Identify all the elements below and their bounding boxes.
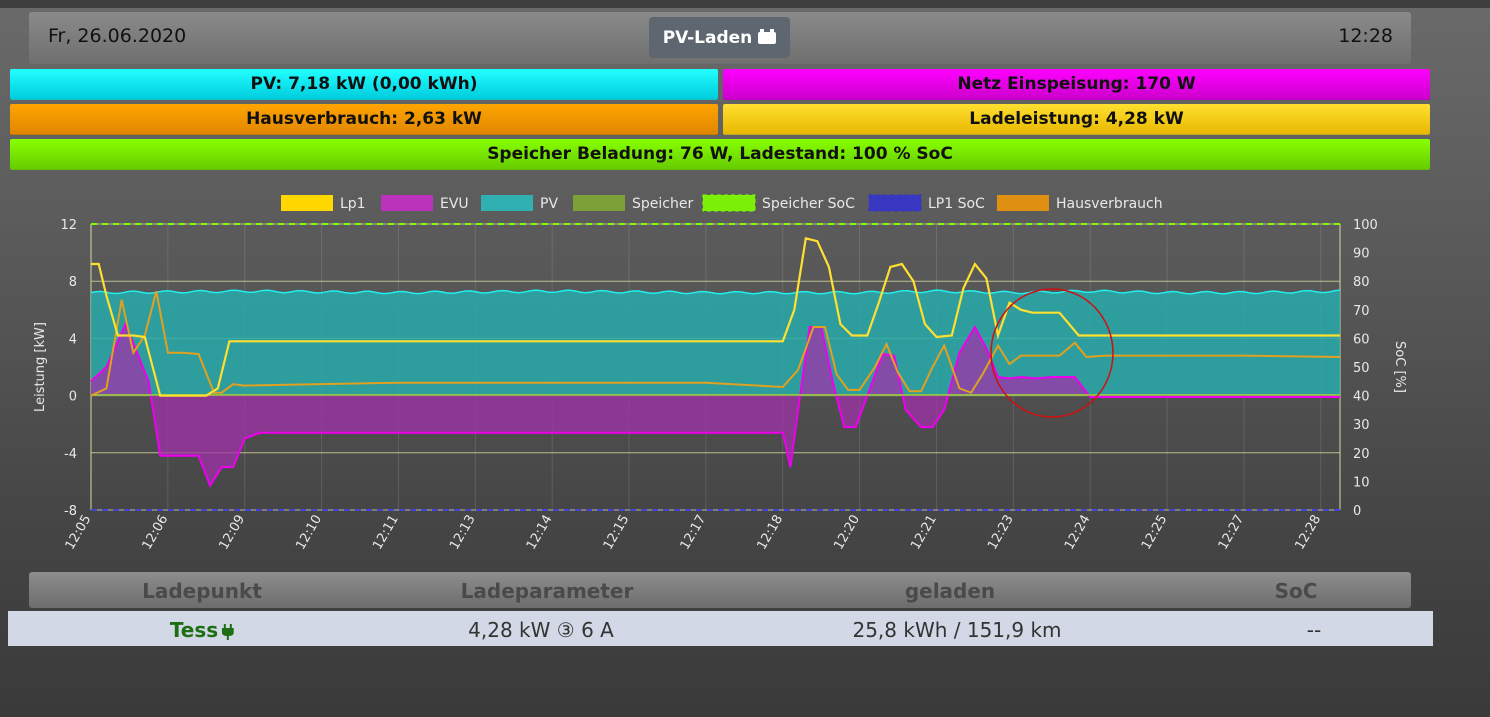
annotation-circle <box>990 288 1114 418</box>
x-tick-label: 12:06 <box>140 513 172 553</box>
x-tick-label: 12:14 <box>524 513 556 553</box>
header-bar: Fr, 26.06.2020 PV-Laden 12:28 <box>29 12 1411 64</box>
table-row[interactable]: Tess 4,28 kW ③ 6 A 25,8 kWh / 151,9 km -… <box>8 611 1433 646</box>
charge-mode-button[interactable]: PV-Laden <box>649 17 790 58</box>
grid-status-bar: Netz Einspeisung: 170 W <box>723 69 1430 100</box>
x-tick-label: 12:23 <box>985 512 1017 552</box>
series-pv-line <box>90 289 1341 295</box>
y2-tick-label: 10 <box>1353 475 1370 490</box>
storage-status-bar: Speicher Beladung: 76 W, Ladestand: 100 … <box>10 139 1430 170</box>
x-tick-label: 12:15 <box>601 513 633 553</box>
x-tick-label: 12:28 <box>1293 513 1325 553</box>
top-strip <box>0 0 1490 8</box>
legend-label: PV <box>540 196 558 212</box>
charge-mode-label: PV-Laden <box>662 27 753 48</box>
series-evu-line <box>90 321 1340 488</box>
charge-point-label: Tess <box>169 618 219 642</box>
charging-power-bar: Ladeleistung: 4,28 kW <box>723 104 1430 135</box>
y-tick-label: -4 <box>64 447 77 462</box>
y-tick-label: 4 <box>69 332 77 347</box>
col-ladeparameter: Ladeparameter <box>460 579 634 603</box>
y2-tick-label: 40 <box>1353 390 1370 405</box>
legend-item[interactable]: EVU <box>381 195 469 212</box>
series-hausverbrauch-line <box>90 290 1341 397</box>
pv-status-bar: PV: 7,18 kW (0,00 kWh) <box>10 69 718 100</box>
x-tick-label: 12:25 <box>1139 513 1171 553</box>
legend-label: Lp1 <box>340 196 366 212</box>
y2-tick-label: 0 <box>1353 504 1361 519</box>
y-axis-title: Leistung [kW] <box>33 322 48 412</box>
col-geladen: geladen <box>904 579 996 603</box>
x-tick-label: 12:11 <box>370 513 402 553</box>
legend-label: LP1 SoC <box>928 196 985 212</box>
time-display: 12:28 <box>1338 25 1393 47</box>
series-evu-area <box>91 324 1340 486</box>
legend-item[interactable]: PV <box>481 195 558 212</box>
legend-swatch <box>381 195 433 211</box>
legend-swatch <box>573 195 625 211</box>
vehicle-soc: -- <box>1306 618 1322 642</box>
y2-tick-label: 100 <box>1353 218 1378 233</box>
y2-tick-label: 70 <box>1353 304 1370 319</box>
x-tick-label: 12:18 <box>754 513 786 553</box>
x-tick-label: 12:09 <box>216 513 248 553</box>
y2-tick-label: 30 <box>1353 418 1370 433</box>
date-display: Fr, 26.06.2020 <box>48 25 187 47</box>
legend-label: Speicher SoC <box>762 196 855 212</box>
car-battery-icon <box>758 28 777 44</box>
legend-swatch <box>868 194 922 212</box>
x-tick-label: 12:21 <box>908 513 940 553</box>
charge-point-table-header: Ladepunkt Ladeparameter geladen SoC <box>29 572 1411 608</box>
legend-swatch <box>281 195 333 211</box>
legend-label: Hausverbrauch <box>1056 196 1163 212</box>
x-tick-label: 12:10 <box>293 513 325 553</box>
legend-label: EVU <box>440 196 469 212</box>
y-tick-label: 8 <box>69 275 77 290</box>
x-tick-label: 12:24 <box>1062 513 1094 553</box>
charge-parameters: 4,28 kW ③ 6 A <box>468 618 614 642</box>
legend-swatch <box>997 195 1049 211</box>
legend-item[interactable]: LP1 SoC <box>868 194 985 212</box>
house-consumption-bar: Hausverbrauch: 2,63 kW <box>10 104 718 135</box>
y-tick-label: 0 <box>69 390 77 405</box>
legend-item[interactable]: Speicher SoC <box>702 194 855 212</box>
x-tick-label: 12:17 <box>678 513 710 553</box>
series-lp1-line <box>91 236 1340 397</box>
series-pv-area <box>91 290 1340 396</box>
legend-label: Speicher <box>632 196 693 212</box>
col-soc: SoC <box>1274 579 1318 603</box>
x-tick-label: 12:13 <box>447 513 479 553</box>
y-tick-label: 12 <box>60 218 77 233</box>
y2-tick-label: 60 <box>1353 332 1370 347</box>
y2-tick-label: 50 <box>1353 361 1370 376</box>
legend-swatch <box>702 194 756 212</box>
charged-amount: 25,8 kWh / 151,9 km <box>852 618 1062 642</box>
x-tick-label: 12:27 <box>1216 513 1248 553</box>
y2-tick-label: 80 <box>1353 275 1370 290</box>
y-tick-label: -8 <box>64 504 77 519</box>
legend-item[interactable]: Hausverbrauch <box>997 195 1163 212</box>
plug-icon <box>222 623 235 640</box>
col-ladepunkt: Ladepunkt <box>142 579 262 603</box>
y2-axis-title: SoC [%] <box>1392 341 1407 393</box>
legend-item[interactable]: Lp1 <box>281 195 366 212</box>
y2-tick-label: 20 <box>1353 447 1370 462</box>
y2-tick-label: 90 <box>1353 247 1370 262</box>
x-tick-label: 12:20 <box>831 513 863 553</box>
charge-point-name[interactable]: Tess <box>169 618 235 642</box>
legend-swatch <box>481 195 533 211</box>
legend-item[interactable]: Speicher <box>573 195 693 212</box>
